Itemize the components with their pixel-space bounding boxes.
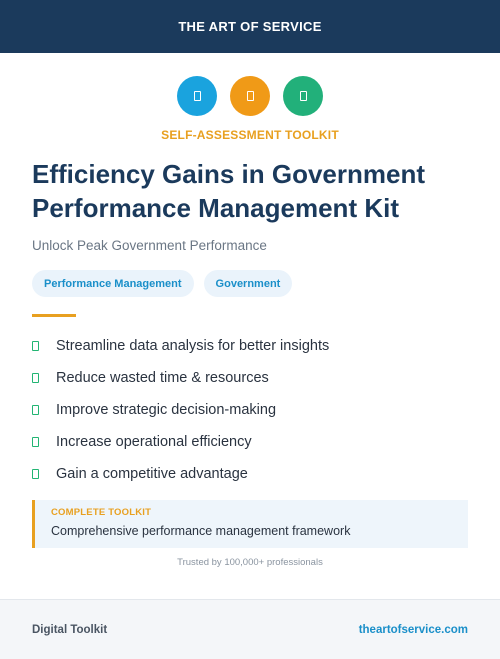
page-title: Efficiency Gains in Government Performan… [32, 159, 425, 223]
website-link[interactable]: theartofservice.com [358, 623, 468, 636]
callout-text: Comprehensive performance management fra… [51, 524, 351, 538]
feature-item: Reduce wasted time & resources [32, 362, 329, 394]
feature-text: Streamline data analysis for better insi… [56, 338, 330, 354]
checkbox-icon [32, 373, 39, 383]
checkbox-icon [32, 437, 39, 447]
trust-note: Trusted by 100,000+ professionals [177, 557, 323, 568]
feature-list: Streamline data analysis for better insi… [32, 330, 329, 490]
callout-label: COMPLETE TOOLKIT [51, 507, 152, 518]
feature-text: Improve strategic decision-making [56, 402, 277, 418]
feature-item: Increase operational efficiency [32, 426, 329, 458]
checkbox-icon [32, 405, 39, 415]
tag-performance-management[interactable]: Performance Management [32, 270, 194, 297]
header-bar: THE ART OF SERVICE [0, 0, 500, 53]
brand-name: THE ART OF SERVICE [178, 19, 322, 34]
document-icon [230, 76, 270, 116]
footer-bar: Digital Toolkit theartofservice.com [0, 599, 500, 659]
document-icon [283, 76, 323, 116]
document-icon [177, 76, 217, 116]
eyebrow-label: SELF-ASSESSMENT TOOLKIT [161, 128, 339, 142]
feature-item: Improve strategic decision-making [32, 394, 329, 426]
feature-text: Increase operational efficiency [56, 434, 252, 450]
footer-label: Digital Toolkit [32, 623, 108, 636]
feature-text: Reduce wasted time & resources [56, 370, 269, 386]
tag-government[interactable]: Government [203, 270, 293, 297]
icon-row [0, 76, 500, 116]
checkbox-icon [32, 469, 39, 479]
tag-list: Performance Management Government [32, 270, 293, 297]
page-subtitle: Unlock Peak Government Performance [32, 238, 267, 253]
checkbox-icon [32, 341, 39, 351]
accent-divider [32, 314, 76, 317]
toolkit-callout: COMPLETE TOOLKIT Comprehensive performan… [32, 500, 468, 548]
feature-item: Streamline data analysis for better insi… [32, 330, 329, 362]
feature-text: Gain a competitive advantage [56, 466, 248, 482]
feature-item: Gain a competitive advantage [32, 458, 329, 490]
